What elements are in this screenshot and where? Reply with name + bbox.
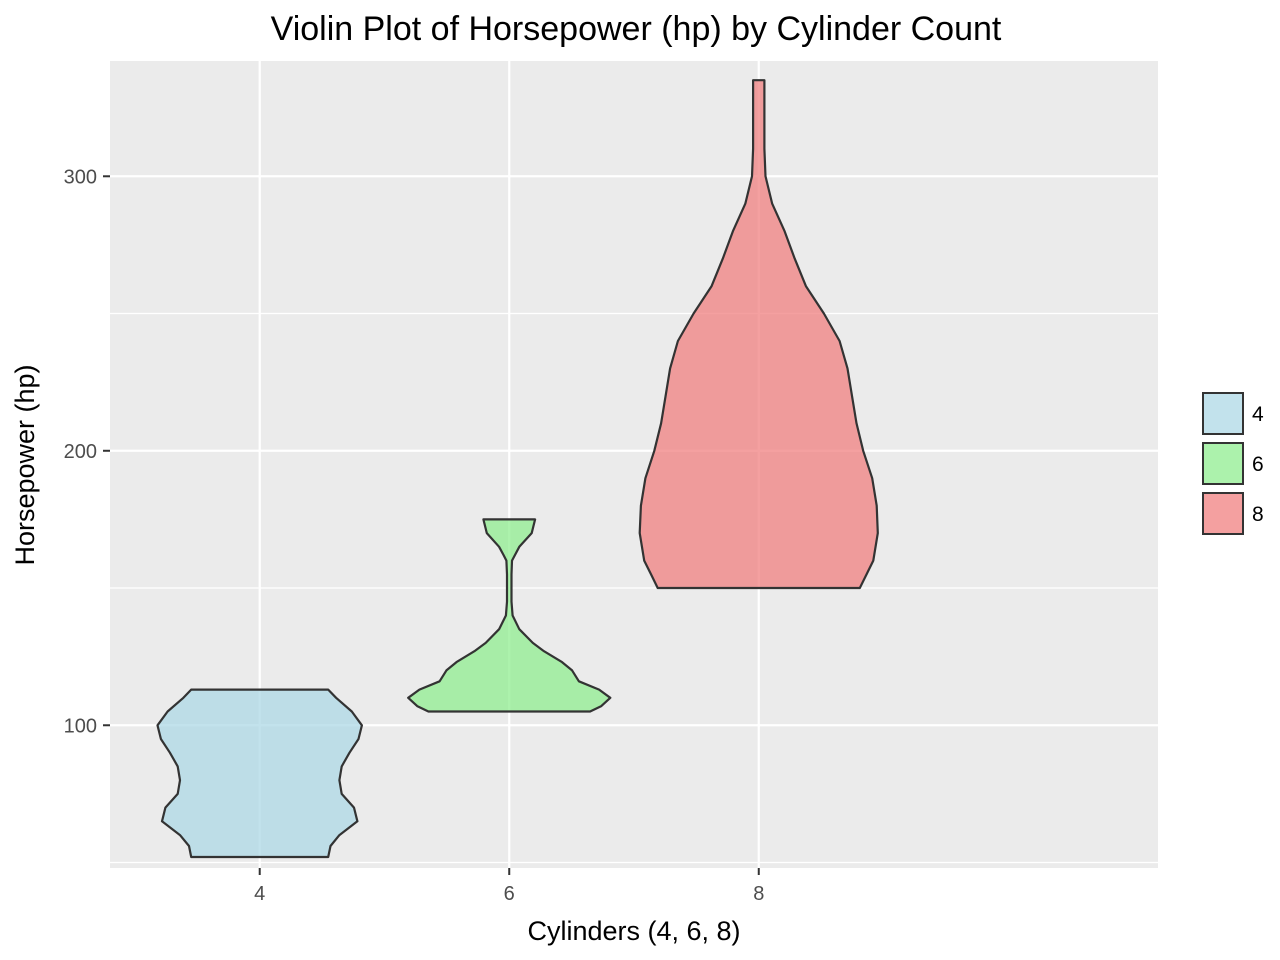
legend-key-6 xyxy=(1202,442,1244,485)
legend-label-8: 8 xyxy=(1252,503,1264,526)
violin-cyl-4 xyxy=(156,688,363,859)
x-axis: 4 6 8 xyxy=(254,868,764,905)
x-tick-label: 4 xyxy=(254,883,265,905)
legend: 4 6 8 xyxy=(1202,392,1264,535)
legend-label-6: 6 xyxy=(1252,453,1264,476)
violin-cyl-6 xyxy=(407,518,612,713)
x-tick-label: 6 xyxy=(504,883,515,905)
legend-label-4: 4 xyxy=(1252,403,1264,426)
y-axis: 100 200 300 xyxy=(64,166,110,737)
x-tick-label: 8 xyxy=(753,883,764,905)
violin-cyl-8 xyxy=(638,79,879,590)
y-tick-label: 100 xyxy=(64,715,97,737)
x-axis-title: Cylinders (4, 6, 8) xyxy=(527,916,740,946)
y-tick-label: 200 xyxy=(64,441,97,463)
violins xyxy=(156,79,879,859)
legend-key-8 xyxy=(1202,492,1244,535)
legend-key-4 xyxy=(1202,392,1244,435)
y-tick-label: 300 xyxy=(64,166,97,188)
y-axis-title: Horsepower (hp) xyxy=(10,364,40,565)
chart-title: Violin Plot of Horsepower (hp) by Cylind… xyxy=(271,10,1002,48)
